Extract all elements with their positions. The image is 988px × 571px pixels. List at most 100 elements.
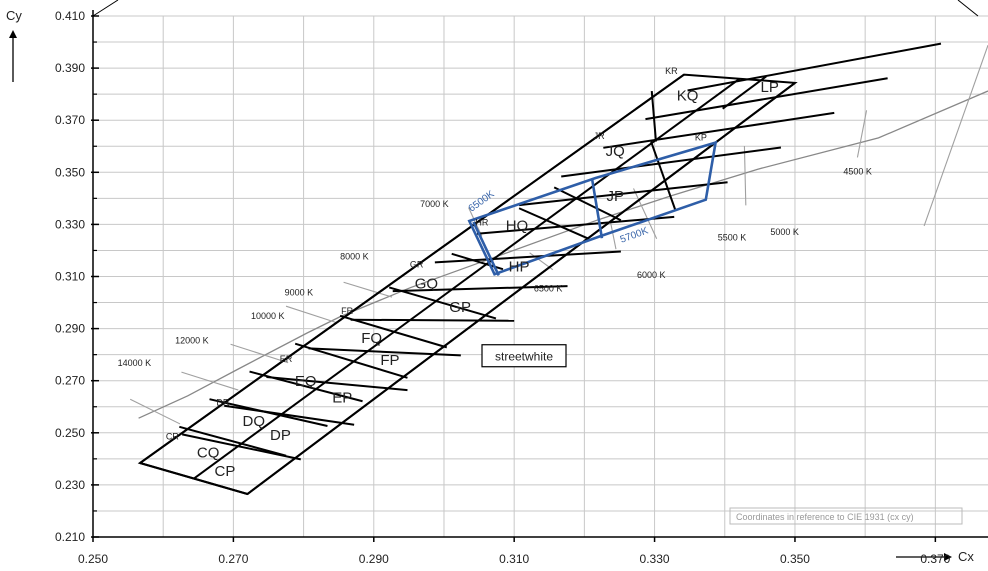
bin-row-line <box>350 318 515 322</box>
bin-divider-line <box>209 398 328 428</box>
y-tick-label: 0.370 <box>55 113 85 127</box>
isotherms <box>129 44 988 425</box>
bin-divider-line <box>650 141 677 212</box>
isotherm-line <box>856 110 868 158</box>
bin-column-line <box>193 77 741 480</box>
x-tick-label: 0.270 <box>218 552 248 566</box>
y-tick-label: 0.390 <box>55 61 85 75</box>
isotherm-line <box>923 44 988 227</box>
y-axis-title: Cy <box>6 8 22 23</box>
y-tick-label: 0.270 <box>55 374 85 388</box>
bin-divider-line <box>553 186 622 222</box>
coordinates-note: Coordinates in reference to CIE 1931 (cx… <box>736 512 914 522</box>
y-tick-label: 0.410 <box>55 9 85 23</box>
x-tick-label: 0.330 <box>640 552 670 566</box>
isotherm-line <box>285 305 338 324</box>
streetwhite-outline <box>467 140 718 276</box>
x-tick-label: 0.370 <box>920 552 950 566</box>
bin-label: HR <box>475 218 488 228</box>
bin-label: JR <box>594 131 606 141</box>
bin-label: CR <box>166 432 179 442</box>
bin-row-line <box>476 215 675 235</box>
bin-divider-line <box>179 425 287 457</box>
bin-divider-line <box>722 75 767 110</box>
bin-row-line <box>603 111 835 149</box>
isotherm-label: 9000 K <box>285 288 314 298</box>
bin-row-line <box>645 77 888 121</box>
bin-row-line <box>687 42 942 92</box>
y-tick-label: 0.350 <box>55 165 85 179</box>
bin-row-line <box>392 285 568 293</box>
bin-label: EP <box>332 390 352 407</box>
isotherm-label: 5500 K <box>718 232 747 242</box>
planckian-locus-curve <box>138 90 988 419</box>
x-axis-arrow-head <box>944 553 952 561</box>
y-tick-label: 0.330 <box>55 217 85 231</box>
isotherm-label: 5000 K <box>770 227 799 237</box>
streetwhite-box <box>481 344 567 368</box>
bin-label: JP <box>607 188 625 205</box>
isotherm-line <box>181 371 239 391</box>
isotherm-line <box>230 343 289 364</box>
bin-label: FQ <box>361 330 382 347</box>
isotherm-label: 4500 K <box>843 166 872 176</box>
grid <box>92 15 988 538</box>
bin-label: CP <box>215 463 236 480</box>
bin-label: GP <box>449 299 471 316</box>
isotherm-label: 6500 K <box>534 283 563 293</box>
bin-row-line <box>434 250 621 264</box>
y-tick-label: 0.290 <box>55 322 85 336</box>
isotherm-label: 8000 K <box>340 252 369 262</box>
isotherm-label: 7000 K <box>420 199 449 209</box>
bin-row-line <box>518 181 728 207</box>
bin-label: GQ <box>415 276 438 293</box>
x-tick-label: 0.350 <box>780 552 810 566</box>
y-axis-arrow-head <box>9 30 17 38</box>
x-tick-label: 0.310 <box>499 552 529 566</box>
bin-label: KP <box>695 132 707 142</box>
streetwhite-cct-line <box>472 221 500 277</box>
isotherm-label: 10000 K <box>251 311 285 321</box>
bin-label: KQ <box>677 87 699 104</box>
isotherm-line <box>129 398 181 425</box>
bin-grid <box>137 42 942 496</box>
y-tick-label: 0.210 <box>55 530 85 544</box>
streetwhite-label: streetwhite <box>495 350 553 364</box>
bin-divider-line <box>388 286 497 320</box>
bin-divider-line <box>339 314 448 349</box>
frame-corner-left <box>92 0 119 17</box>
bin-label: FR <box>341 306 353 316</box>
isotherm-line <box>609 221 617 250</box>
chart-frame <box>9 0 988 561</box>
bin-divider-line <box>650 90 657 142</box>
y-tick-label: 0.310 <box>55 270 85 284</box>
bin-label: DQ <box>242 413 265 430</box>
streetwhite-cct-line <box>590 178 604 239</box>
bin-divider-line <box>518 207 589 240</box>
bin-label: JQ <box>606 143 625 160</box>
bin-label: KR <box>665 66 678 76</box>
bin-label: LP <box>761 79 779 96</box>
isotherm-line <box>633 188 658 239</box>
bin-divider-line <box>294 342 408 379</box>
bin-row-line <box>266 376 408 392</box>
isotherm-line <box>468 207 483 237</box>
streetwhite-region <box>467 140 718 277</box>
isotherm-label: 14000 K <box>118 358 152 368</box>
bin-label: FP <box>380 352 399 369</box>
isotherm-line <box>343 281 393 298</box>
y-tick-label: 0.230 <box>55 478 85 492</box>
bin-label: DP <box>270 427 291 444</box>
bin-row-line <box>308 347 461 357</box>
bin-row-line <box>561 146 782 178</box>
bin-label: EQ <box>295 373 317 390</box>
x-axis-title: Cx <box>958 549 974 564</box>
bin-label: HP <box>509 259 530 276</box>
bin-divider-line <box>249 370 363 403</box>
x-tick-label: 0.250 <box>78 552 108 566</box>
bin-row-line <box>224 404 355 426</box>
x-tick-label: 0.290 <box>359 552 389 566</box>
isotherm-label: 6000 K <box>637 270 666 280</box>
bin-label: ER <box>280 354 293 364</box>
isotherm-line <box>743 145 747 206</box>
